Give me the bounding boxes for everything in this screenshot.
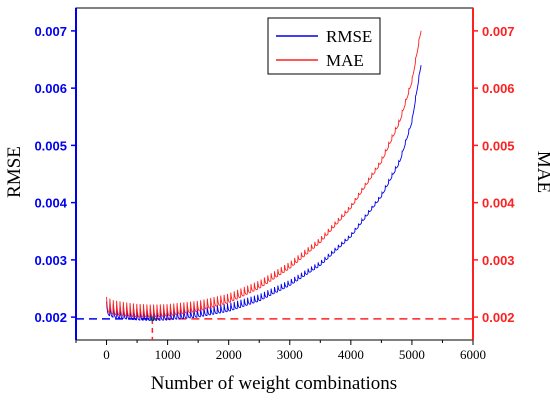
x-tick-label-0: 0 xyxy=(103,347,110,362)
x-tick-label-6: 6000 xyxy=(460,347,486,362)
right-axis-label: MAE xyxy=(533,151,550,193)
series-group xyxy=(106,30,422,321)
left-axis-label: RMSE xyxy=(4,146,25,198)
axis-tick-labels: 0 1000 2000 3000 4000 5000 6000 0.002 0.003 0.004… xyxy=(34,24,515,362)
right-tick-label-2: 0.004 xyxy=(482,196,515,211)
x-tick-label-3: 3000 xyxy=(277,347,303,362)
left-tick-label-4: 0.006 xyxy=(34,81,67,96)
x-tick-label-2: 2000 xyxy=(216,347,242,362)
left-tick-label-2: 0.004 xyxy=(34,196,67,211)
legend-box xyxy=(267,17,381,75)
legend-label-mae: MAE xyxy=(326,51,364,70)
left-tick-label-3: 0.005 xyxy=(34,138,67,153)
right-tick-label-1: 0.003 xyxy=(482,253,515,268)
legend: RMSE MAE xyxy=(267,17,381,75)
left-tick-label-5: 0.007 xyxy=(34,24,67,39)
x-tick-label-4: 4000 xyxy=(338,347,364,362)
x-tick-label-1: 1000 xyxy=(155,347,181,362)
series-line-mae xyxy=(106,30,422,318)
right-tick-label-0: 0.002 xyxy=(482,310,515,325)
right-tick-label-4: 0.006 xyxy=(482,81,515,96)
left-tick-label-0: 0.002 xyxy=(34,310,67,325)
legend-label-rmse: RMSE xyxy=(326,27,372,46)
series-line-rmse xyxy=(106,65,422,321)
axis-ticks xyxy=(71,30,478,345)
right-tick-label-3: 0.005 xyxy=(482,138,515,153)
left-tick-label-1: 0.003 xyxy=(34,253,67,268)
x-tick-label-5: 5000 xyxy=(399,347,425,362)
right-tick-label-5: 0.007 xyxy=(482,24,515,39)
x-axis-label: Number of weight combinations xyxy=(151,373,397,394)
